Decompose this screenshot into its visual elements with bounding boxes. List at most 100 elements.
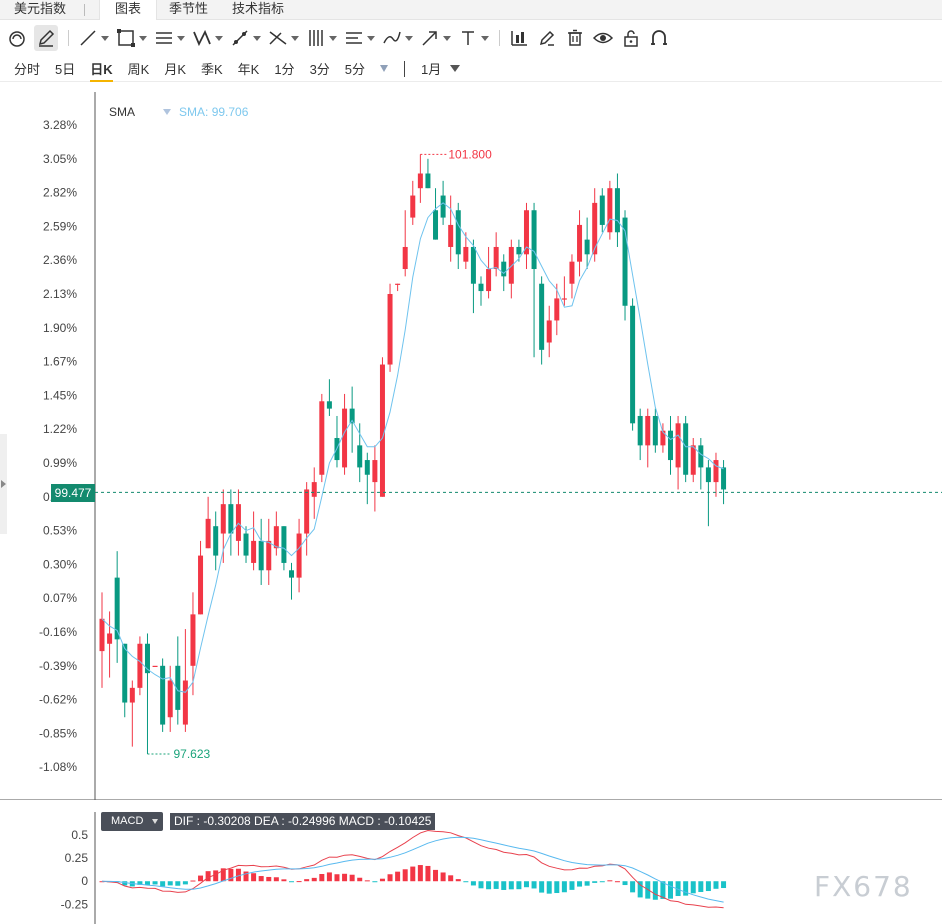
bar-chart-icon[interactable] bbox=[508, 25, 530, 51]
candle-body bbox=[122, 643, 128, 703]
macd-bar bbox=[721, 881, 727, 889]
panel-collapse-handle[interactable] bbox=[0, 434, 7, 534]
fib-icon[interactable] bbox=[229, 25, 261, 51]
tab-chart[interactable]: 图表 bbox=[99, 0, 158, 20]
candle-body bbox=[144, 643, 150, 674]
tab-seasonality[interactable]: 季节性 bbox=[169, 0, 209, 16]
macd-bar bbox=[190, 880, 196, 882]
macd-bar bbox=[705, 881, 711, 892]
macd-bar bbox=[433, 869, 439, 882]
candle-body bbox=[493, 246, 499, 270]
candle-body bbox=[508, 246, 514, 284]
candle-body bbox=[357, 445, 363, 468]
period-quarterly[interactable]: 季K bbox=[200, 62, 223, 77]
candle-body bbox=[364, 460, 370, 475]
lock-icon[interactable] bbox=[620, 25, 642, 51]
last-price-tag: 99.477 bbox=[51, 484, 95, 502]
macd-bar bbox=[592, 881, 598, 883]
macd-bar bbox=[311, 877, 317, 882]
candle-body bbox=[243, 533, 249, 556]
period-weekly[interactable]: 周K bbox=[127, 62, 150, 77]
candle-body bbox=[266, 540, 272, 571]
macd-bar bbox=[122, 881, 128, 886]
candle-body bbox=[705, 467, 711, 483]
period-5day[interactable]: 5日 bbox=[55, 62, 76, 77]
candle-body bbox=[721, 467, 727, 490]
candle-body bbox=[205, 518, 211, 549]
period-3min[interactable]: 3分 bbox=[309, 62, 330, 77]
macd-chart[interactable]: 0.5 0.25 0 -0.25 bbox=[0, 800, 942, 924]
pattern-icon[interactable] bbox=[191, 25, 223, 51]
period-intraday[interactable]: 分时 bbox=[14, 62, 41, 77]
y-tick-label: 0.99% bbox=[43, 456, 77, 470]
fib-fan-icon[interactable] bbox=[267, 25, 299, 51]
candle-body bbox=[167, 680, 173, 718]
period-daily[interactable]: 日K bbox=[90, 59, 113, 82]
period-1min[interactable]: 1分 bbox=[274, 62, 295, 77]
tab-bar: 美元指数 图表 季节性 技术指标 bbox=[0, 0, 942, 20]
macd-bar bbox=[713, 881, 719, 889]
macd-bar bbox=[440, 872, 446, 882]
y-tick-label: 2.13% bbox=[43, 287, 77, 301]
macd-bar bbox=[569, 881, 575, 890]
macd-bar bbox=[668, 881, 673, 899]
brush-icon[interactable] bbox=[381, 25, 413, 51]
macd-bar bbox=[539, 881, 545, 893]
macd-bar bbox=[372, 881, 378, 883]
candle-body bbox=[630, 305, 636, 424]
rect-icon[interactable] bbox=[115, 25, 147, 51]
gann-icon[interactable] bbox=[305, 25, 337, 51]
pencil-icon[interactable] bbox=[34, 25, 58, 51]
range-dropdown-icon[interactable] bbox=[450, 65, 461, 72]
candle-body bbox=[387, 294, 393, 365]
tab-indicators[interactable]: 技术指标 bbox=[232, 0, 285, 16]
arrow-icon[interactable] bbox=[419, 25, 451, 51]
candle-body bbox=[304, 489, 310, 534]
period-dropdown-icon[interactable] bbox=[380, 65, 389, 72]
dif-line bbox=[101, 829, 724, 909]
y-tick-label: 1.90% bbox=[43, 321, 77, 335]
y-tick-label: -1.08% bbox=[39, 760, 77, 774]
dea-line bbox=[101, 836, 724, 903]
candle-body bbox=[501, 261, 507, 277]
macd-bar bbox=[584, 881, 590, 886]
candle-body bbox=[683, 423, 689, 475]
eye-icon[interactable] bbox=[592, 25, 614, 51]
magnet-u-icon[interactable] bbox=[648, 25, 670, 51]
macd-selector[interactable]: MACD bbox=[101, 812, 163, 831]
macd-bar bbox=[349, 874, 355, 882]
candle-body bbox=[448, 224, 454, 247]
line-icon[interactable] bbox=[77, 25, 109, 51]
y-axis: 3.28% 3.05% 2.82% 2.59% 2.36% 2.13% 1.90% 1.67%… bbox=[39, 118, 77, 774]
range-selector[interactable]: 1月 bbox=[421, 62, 442, 77]
period-5min[interactable]: 5分 bbox=[344, 62, 366, 77]
macd-bar bbox=[410, 866, 416, 882]
macd-bar bbox=[167, 881, 173, 886]
macd-bar bbox=[251, 873, 257, 882]
magnet-icon[interactable] bbox=[6, 25, 28, 51]
sma-line bbox=[101, 202, 724, 693]
macd-bar bbox=[478, 881, 484, 889]
macd-bar bbox=[387, 874, 393, 882]
text-icon[interactable] bbox=[457, 25, 489, 51]
sma-dropdown-icon[interactable] bbox=[163, 109, 172, 115]
candle-body bbox=[326, 401, 332, 409]
period-monthly[interactable]: 月K bbox=[164, 62, 186, 77]
parallel-icon[interactable] bbox=[153, 25, 185, 51]
macd-bar bbox=[379, 878, 385, 882]
trash-icon[interactable] bbox=[564, 25, 586, 51]
candlestick-chart[interactable]: 3.28% 3.05% 2.82% 2.59% 2.36% 2.13% 1.90% 1.67%… bbox=[0, 90, 942, 800]
candle-body bbox=[160, 665, 166, 725]
macd-histogram bbox=[99, 865, 727, 900]
candle-body bbox=[675, 423, 681, 468]
sma-value: SMA: 99.706 bbox=[179, 105, 249, 119]
candle-body bbox=[190, 614, 196, 666]
edit-icon[interactable] bbox=[536, 25, 558, 51]
measure-icon[interactable] bbox=[343, 25, 375, 51]
period-yearly[interactable]: 年K bbox=[237, 62, 260, 77]
y-tick-label: 2.82% bbox=[43, 186, 77, 200]
macd-bar bbox=[637, 881, 643, 898]
candle-body bbox=[463, 246, 469, 262]
macd-bar bbox=[342, 873, 348, 882]
macd-bar bbox=[690, 881, 696, 894]
